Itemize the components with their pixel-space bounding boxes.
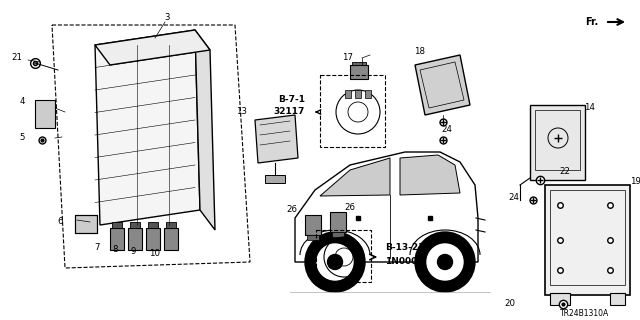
Text: TR24B1310A: TR24B1310A — [560, 309, 609, 318]
Text: 13: 13 — [237, 108, 248, 116]
Bar — [355, 90, 361, 98]
Text: 5: 5 — [19, 133, 25, 142]
Bar — [112, 222, 122, 228]
Bar — [550, 293, 570, 305]
Text: 10: 10 — [150, 249, 161, 258]
Bar — [545, 185, 630, 295]
Bar — [110, 228, 124, 250]
Polygon shape — [95, 30, 210, 65]
Bar — [75, 215, 97, 233]
Text: 21: 21 — [12, 52, 22, 61]
Bar — [365, 90, 371, 98]
Bar — [352, 62, 366, 65]
Polygon shape — [95, 30, 200, 225]
Text: 18: 18 — [415, 47, 426, 57]
Text: 17: 17 — [342, 53, 353, 62]
Bar — [128, 228, 142, 250]
Bar — [35, 100, 55, 128]
Text: 3: 3 — [164, 13, 170, 22]
Bar — [330, 212, 346, 232]
Text: 22: 22 — [559, 167, 570, 177]
Bar — [166, 222, 176, 228]
Polygon shape — [195, 30, 215, 230]
Text: 1N000: 1N000 — [385, 257, 417, 266]
Text: 14: 14 — [584, 103, 595, 113]
Polygon shape — [255, 115, 298, 163]
Circle shape — [415, 232, 475, 292]
Bar — [164, 228, 178, 250]
Bar — [148, 222, 158, 228]
Text: 4: 4 — [19, 98, 25, 107]
Circle shape — [305, 232, 365, 292]
Bar — [265, 175, 285, 183]
Circle shape — [317, 244, 353, 280]
Text: 7: 7 — [94, 243, 100, 252]
Bar — [332, 232, 344, 237]
Bar — [75, 215, 97, 233]
Text: B-13-21: B-13-21 — [385, 244, 424, 252]
Text: 24: 24 — [442, 125, 452, 134]
Circle shape — [328, 254, 342, 269]
Polygon shape — [400, 155, 460, 195]
Bar — [535, 110, 580, 170]
Bar — [320, 75, 385, 147]
Text: 32117: 32117 — [274, 108, 305, 116]
Circle shape — [438, 254, 452, 269]
Text: B-7-1: B-7-1 — [278, 95, 305, 105]
Polygon shape — [295, 152, 478, 262]
Bar — [530, 105, 585, 180]
Bar — [307, 235, 319, 240]
Text: 9: 9 — [131, 246, 136, 255]
Text: 19: 19 — [630, 178, 640, 187]
Text: 24: 24 — [509, 193, 520, 202]
Text: Fr.: Fr. — [585, 17, 598, 27]
Bar — [130, 222, 140, 228]
Polygon shape — [415, 55, 470, 115]
Text: 26: 26 — [287, 205, 298, 214]
Bar — [305, 215, 321, 235]
Bar — [550, 190, 625, 285]
Text: 6: 6 — [57, 218, 63, 227]
Bar — [350, 65, 368, 79]
Text: 8: 8 — [112, 244, 118, 253]
Bar — [345, 90, 351, 98]
Polygon shape — [320, 158, 390, 196]
Bar — [146, 228, 160, 250]
Circle shape — [427, 244, 463, 280]
Bar — [316, 230, 371, 282]
Text: 26: 26 — [344, 204, 355, 212]
Bar — [610, 293, 625, 305]
Text: 20: 20 — [504, 299, 515, 308]
